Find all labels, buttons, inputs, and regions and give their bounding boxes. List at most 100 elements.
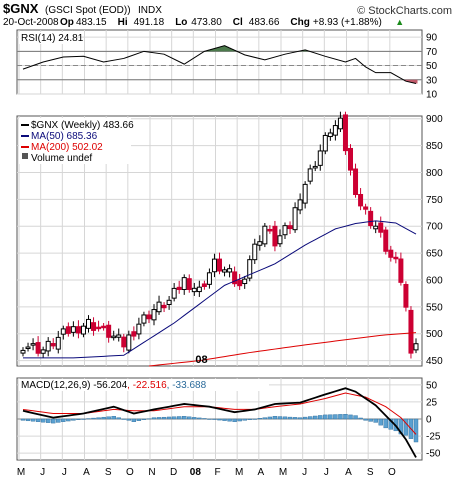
macd-histogram-bar — [359, 418, 363, 419]
macd-tick-label: 50 — [426, 380, 438, 391]
macd-histogram-bar — [51, 419, 55, 423]
candle-up — [192, 288, 196, 291]
candle-up — [303, 184, 307, 203]
x-tick-label: D — [170, 467, 177, 478]
candle-up — [56, 337, 60, 349]
macd-tick-label: -50 — [426, 449, 441, 460]
macd-histogram-bar — [248, 419, 252, 420]
macd-histogram-bar — [92, 418, 96, 419]
candle-down — [288, 226, 292, 229]
macd-histogram-bar — [107, 417, 111, 419]
legend-label: $GNX (Weekly) 483.66 — [31, 120, 134, 131]
macd-histogram-bar — [338, 414, 342, 419]
x-tick-label: A — [345, 467, 352, 478]
macd-histogram-bar — [323, 415, 327, 419]
macd-histogram-bar — [263, 418, 267, 419]
candle-down — [273, 226, 277, 246]
macd-title-part: , -33.688 — [167, 380, 207, 391]
macd-histogram-bar — [81, 419, 85, 420]
macd-histogram-bar — [76, 419, 80, 420]
candle-up — [172, 288, 176, 298]
candle-down — [389, 250, 393, 257]
macd-histogram-bar — [238, 419, 242, 421]
macd-histogram-bar — [333, 415, 337, 419]
candle-up — [263, 226, 267, 244]
candle-up — [253, 244, 257, 259]
candle-up — [223, 270, 227, 272]
candle-down — [364, 207, 368, 209]
macd-tick-label: -25 — [426, 432, 441, 443]
legend-swatch — [22, 153, 28, 159]
macd-histogram-bar — [414, 419, 418, 442]
macd-histogram-bar — [147, 419, 151, 420]
macd-histogram-bar — [328, 415, 332, 419]
macd-histogram-bar — [162, 417, 166, 419]
candle-up — [414, 344, 418, 350]
watermark: © StockCharts.com — [357, 5, 452, 17]
candle-down — [404, 284, 408, 307]
macd-histogram-bar — [369, 419, 373, 421]
quote-label: Lo — [175, 17, 187, 28]
macd-histogram-bar — [218, 419, 222, 420]
candle-down — [202, 284, 206, 287]
quote-label: Hi — [118, 17, 128, 28]
x-tick-label: F — [214, 467, 220, 478]
macd-histogram-bar — [207, 419, 211, 420]
candle-up — [318, 151, 322, 165]
macd-histogram-bar — [293, 417, 297, 419]
price-tick-label: 900 — [426, 114, 443, 125]
candle-down — [76, 327, 80, 333]
candle-down — [36, 343, 40, 354]
x-tick-label: M — [235, 467, 243, 478]
candle-down — [268, 229, 272, 231]
macd-histogram-bar — [192, 417, 196, 419]
candle-up — [137, 324, 141, 334]
x-tick-label: A — [257, 467, 264, 478]
macd-histogram-bar — [384, 419, 388, 428]
macd-histogram-bar — [273, 416, 277, 419]
price-tick-label: 600 — [426, 275, 443, 286]
macd-histogram-bar — [152, 418, 156, 419]
candle-up — [142, 315, 146, 323]
candle-down — [384, 230, 388, 251]
candle-up — [21, 350, 25, 353]
candle-up — [323, 135, 327, 150]
price-tick-label: 500 — [426, 329, 443, 340]
candle-up — [117, 335, 121, 337]
macd-histogram-bar — [253, 419, 257, 420]
candle-down — [102, 326, 106, 328]
x-tick-label: O — [388, 467, 396, 478]
x-tick-label: S — [105, 467, 112, 478]
macd-histogram-bar — [46, 419, 50, 423]
candle-up — [182, 278, 186, 290]
candle-down — [369, 211, 373, 225]
symbol-title: $GNX — [3, 1, 39, 16]
legend-label: MA(200) 502.02 — [31, 142, 103, 153]
candle-up — [328, 133, 332, 137]
candle-up — [207, 273, 211, 285]
candle-up — [87, 319, 91, 328]
rsi-tick-label: 30 — [426, 75, 438, 86]
price-tick-label: 700 — [426, 222, 443, 233]
candle-up — [283, 226, 287, 235]
candle-up — [152, 310, 156, 320]
quote-label: Chg — [290, 17, 309, 28]
macd-histogram-bar — [349, 415, 353, 419]
macd-histogram-bar — [177, 416, 181, 419]
candle-up — [31, 344, 35, 346]
macd-histogram-bar — [364, 419, 368, 420]
macd-histogram-bar — [283, 417, 287, 419]
candle-up — [308, 169, 312, 181]
candle-down — [92, 323, 96, 331]
exchange-label: INDX — [138, 5, 162, 16]
macd-histogram-bar — [122, 419, 126, 420]
candle-down — [107, 325, 111, 337]
macd-histogram-bar — [243, 419, 247, 420]
price-tick-label: 550 — [426, 302, 443, 313]
candle-down — [238, 280, 242, 285]
candle-up — [61, 329, 65, 334]
